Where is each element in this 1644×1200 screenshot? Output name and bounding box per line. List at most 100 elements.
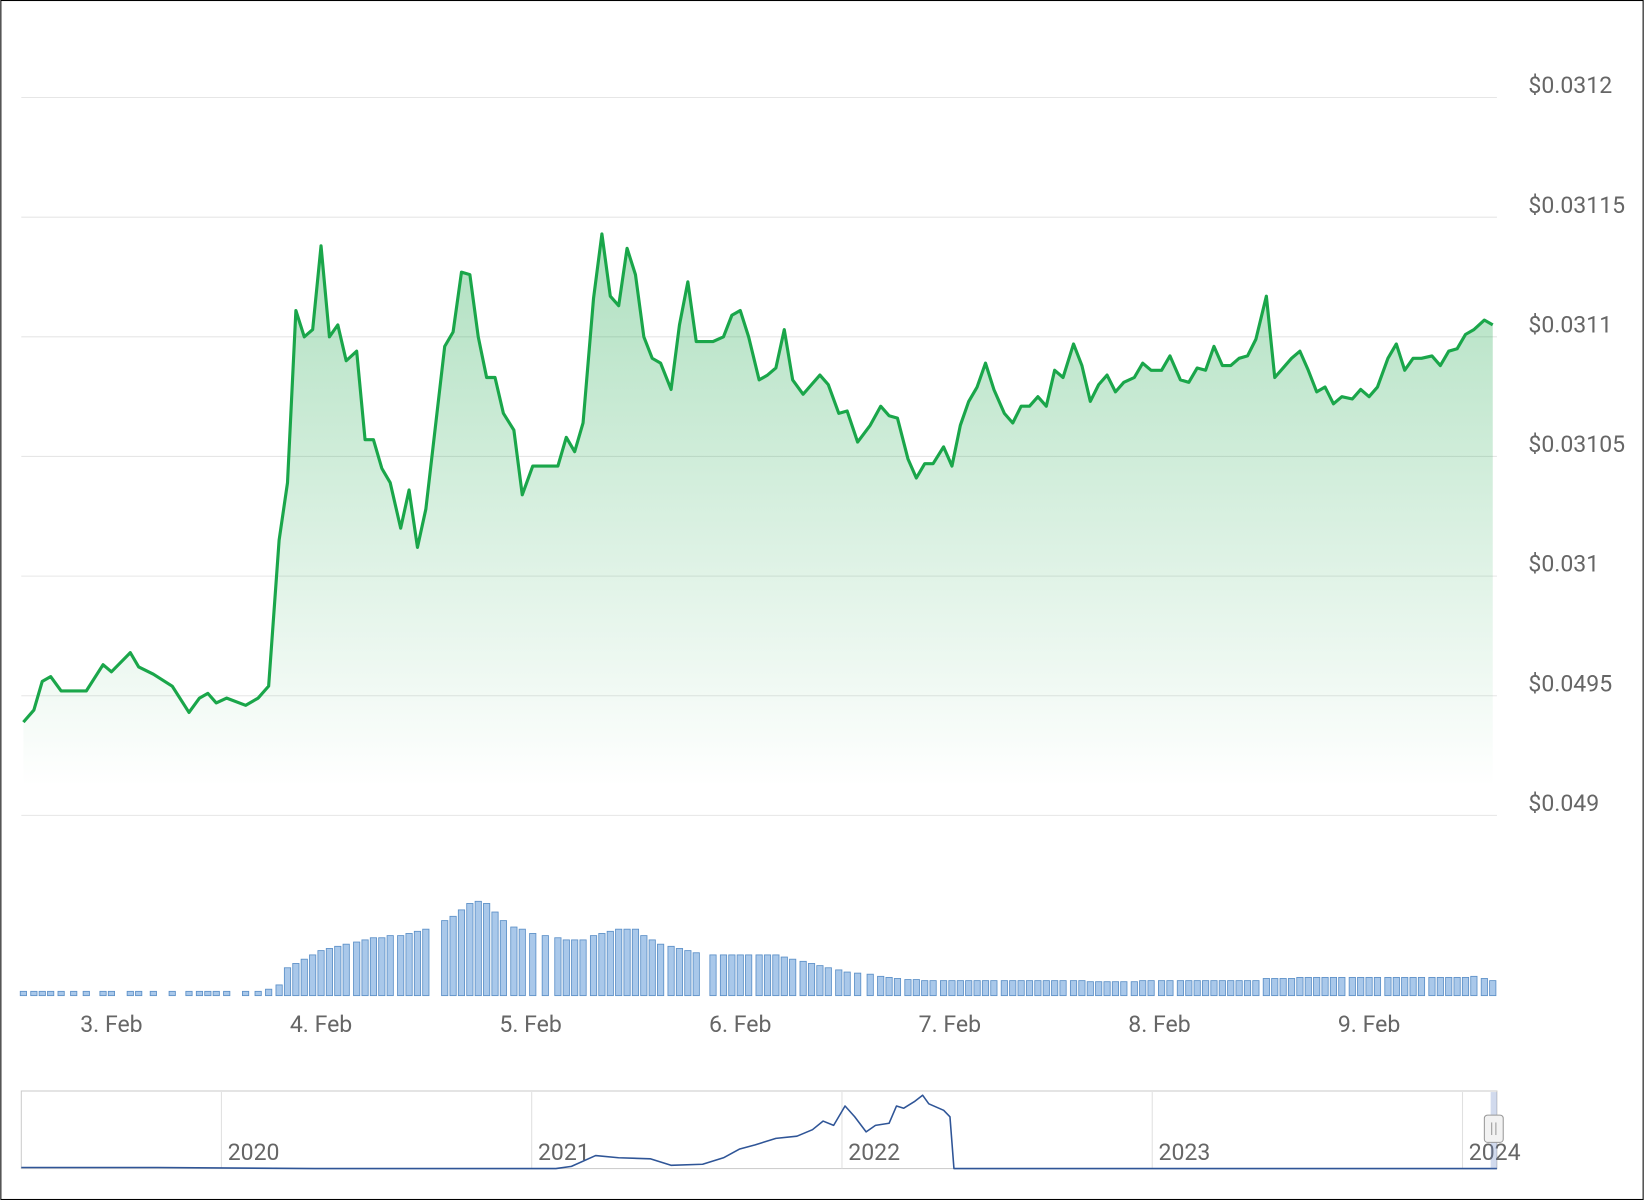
volume-bar — [405, 933, 413, 997]
area — [23, 233, 1493, 816]
volume-bar — [99, 990, 107, 997]
volume-bar — [441, 920, 449, 997]
volume-bar — [510, 926, 518, 997]
volume-bar — [317, 950, 325, 997]
volume-bar — [283, 967, 292, 997]
volume-bar — [1086, 981, 1094, 997]
volume-bar — [1445, 976, 1453, 997]
volume-bar — [912, 979, 920, 997]
volume-bar — [309, 954, 317, 997]
y-tick-label: $0.0311 — [1528, 311, 1612, 338]
volume-bar — [275, 984, 283, 997]
volume-bar — [799, 960, 807, 997]
volume-bar — [1365, 976, 1373, 997]
volume-bar — [1417, 976, 1426, 997]
volume-bar — [1147, 980, 1155, 997]
volume-bar — [843, 971, 851, 997]
volume-bar — [763, 954, 772, 997]
volume-bar — [1329, 976, 1338, 997]
volume-bar — [1321, 976, 1329, 997]
volume-bar — [342, 943, 350, 997]
volume-bar — [1235, 980, 1243, 997]
y-tick-label: $0.031 — [1528, 551, 1599, 578]
volume-bar — [369, 937, 378, 997]
volume-bar — [325, 948, 333, 997]
line — [21, 1094, 1497, 1170]
volume-bar — [854, 972, 862, 997]
volume-bar — [1470, 975, 1478, 997]
volume-bar — [422, 928, 430, 997]
volume-bar — [893, 978, 902, 997]
volume-bar — [1489, 980, 1497, 997]
volume-bar — [807, 963, 816, 997]
volume-bar — [397, 935, 405, 997]
volume-bar — [579, 939, 587, 997]
volume-bar — [684, 950, 692, 997]
volume-bar — [1313, 976, 1321, 997]
volume-bar — [499, 920, 507, 997]
volume-bar — [657, 943, 665, 997]
volume-bar — [921, 980, 929, 997]
x-tick-label: 3. Feb — [80, 1011, 142, 1038]
volume-bar — [866, 973, 874, 997]
volume-bar — [1218, 980, 1226, 997]
volume-bar — [1034, 980, 1042, 997]
volume-bar — [361, 939, 369, 997]
volume-bar — [667, 945, 675, 997]
volume-bar — [904, 979, 912, 997]
volume-bar — [1176, 980, 1184, 997]
volume-bar — [413, 930, 422, 997]
volume-bar — [1296, 976, 1304, 997]
volume-bar — [1051, 980, 1059, 997]
volume-bar — [648, 939, 656, 997]
volume-bar — [1279, 978, 1287, 997]
volume-bar — [1166, 980, 1174, 997]
volume-bar — [1304, 976, 1312, 997]
volume-bar — [223, 990, 231, 997]
volume-bar — [19, 990, 27, 997]
volume-bar — [719, 954, 728, 997]
volume-bar — [1042, 980, 1050, 997]
volume-bar — [1009, 980, 1017, 997]
navigator-tick-label: 2020 — [228, 1139, 280, 1166]
volume-bar — [692, 952, 700, 997]
volume-bar — [70, 990, 78, 997]
volume-bar — [1130, 981, 1138, 997]
volume-bar — [780, 956, 788, 997]
volume-bar — [640, 935, 648, 997]
volume-bar — [554, 937, 562, 997]
y-tick-label: $0.049 — [1528, 790, 1599, 817]
volume-bar — [1202, 980, 1210, 997]
volume-bar — [242, 990, 250, 997]
volume-bar — [1243, 980, 1252, 997]
volume-bar — [474, 900, 482, 997]
volume-bar — [1000, 980, 1008, 997]
volume-bar — [168, 990, 176, 997]
volume-bar — [334, 945, 342, 997]
volume-bar — [981, 980, 990, 997]
volume-bar — [1025, 980, 1034, 997]
x-tick-label: 6. Feb — [709, 1011, 771, 1038]
volume-bar — [254, 990, 262, 997]
volume-bar — [107, 990, 115, 997]
navigator-handle[interactable] — [1483, 1114, 1504, 1143]
volume-bar — [1271, 978, 1279, 997]
volume-bar — [265, 988, 273, 997]
volume-bar — [353, 941, 361, 997]
volume-bar — [965, 980, 973, 997]
volume-bar — [598, 933, 606, 997]
volume-bar — [1436, 976, 1444, 997]
volume-bar — [1059, 980, 1067, 997]
volume-bar — [466, 903, 474, 997]
volume-bar — [709, 954, 717, 997]
volume-bar — [755, 954, 763, 997]
volume-bar — [1392, 976, 1400, 997]
volume-bar — [518, 928, 526, 997]
volume-bar — [1384, 976, 1392, 997]
volume-bar — [491, 911, 499, 997]
volume-bar — [483, 903, 491, 997]
volume-bar — [1185, 980, 1193, 997]
volume-bar — [1069, 980, 1078, 997]
volume-bar — [1017, 980, 1025, 997]
volume-bar — [956, 980, 964, 997]
